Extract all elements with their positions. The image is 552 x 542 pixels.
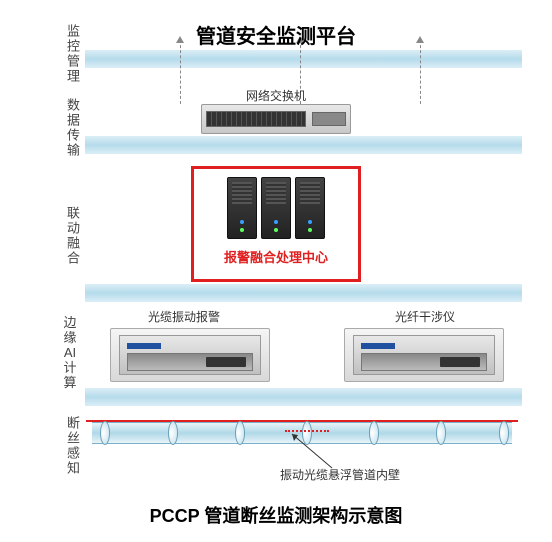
server-cluster-icon (194, 177, 358, 239)
pipe-cable-line (86, 420, 518, 422)
rack-left-icon (110, 328, 270, 382)
network-switch-icon (201, 104, 351, 134)
switch-label: 网络交换机 (0, 87, 552, 104)
device-left-label: 光缆振动报警 (148, 308, 220, 325)
pipe-annotation: 振动光缆悬浮管道内壁 (280, 466, 400, 483)
band-1 (85, 50, 522, 68)
layer-label-4: 边缘AI计算 (62, 316, 78, 391)
figure-caption: PCCP 管道断丝监测架构示意图 (0, 502, 552, 528)
rack-right-icon (344, 328, 504, 382)
layer-label-2: 数据传输 (62, 98, 80, 158)
layer-label-3: 联动融合 (62, 206, 80, 266)
alarm-center-label: 报警融合处理中心 (194, 247, 358, 266)
layer-label-5: 断丝感知 (62, 416, 80, 476)
band-4 (85, 388, 522, 406)
band-3 (85, 284, 522, 302)
device-right-label: 光纤干涉仪 (395, 308, 455, 325)
platform-title: 管道安全监测平台 (0, 20, 552, 49)
band-2 (85, 136, 522, 154)
alarm-center-box: 报警融合处理中心 (191, 166, 361, 282)
